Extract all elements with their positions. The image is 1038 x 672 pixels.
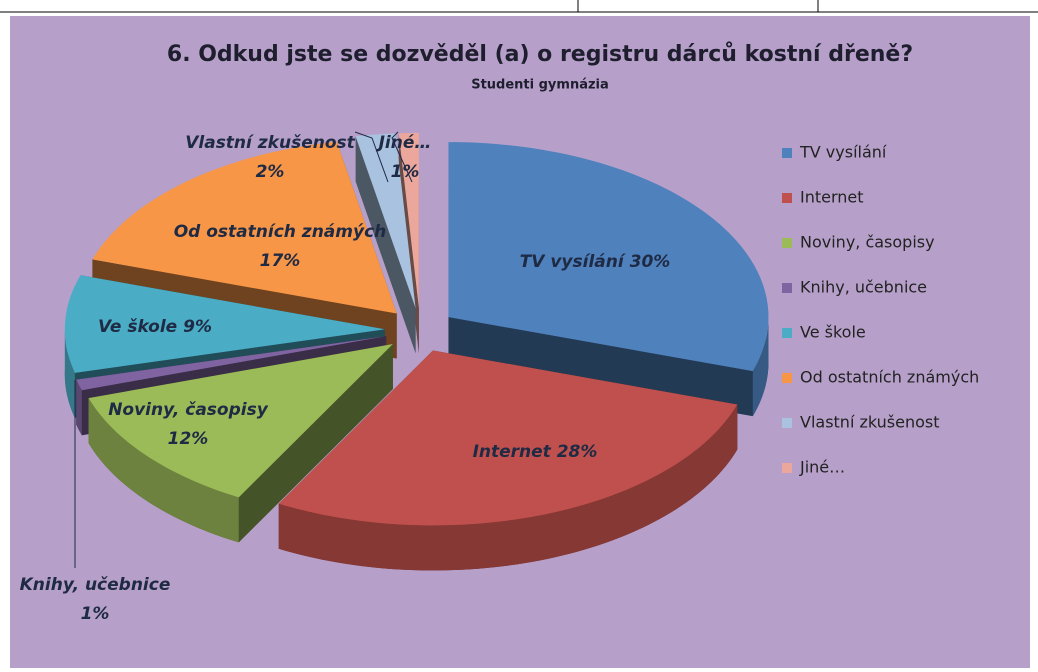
data-label-value: 28% (557, 442, 598, 462)
slice-top (355, 133, 416, 309)
slice-wall (278, 404, 738, 571)
slice-side (355, 136, 416, 354)
slice-top (92, 141, 397, 314)
legend-swatch (782, 148, 792, 158)
data-label-value: 12% (168, 429, 209, 449)
legend-label: TV vysílání (799, 143, 887, 162)
legend-label: Ve škole (800, 323, 866, 342)
legend-label: Internet (800, 188, 864, 207)
slice-side (448, 317, 753, 417)
labels: TV vysílání 30% Internet 28% Noviny, časop… (20, 133, 671, 624)
data-label-value: 1% (81, 604, 110, 624)
slice-top (64, 275, 385, 373)
slice-wall (76, 379, 82, 436)
slice-top (448, 142, 769, 372)
slice-wall (752, 317, 769, 417)
leader-line (391, 131, 413, 183)
slice (88, 344, 393, 543)
slice (278, 350, 738, 571)
data-label-value: 2% (256, 162, 285, 182)
data-label-name: Knihy, učebnice (20, 575, 171, 595)
pie (64, 133, 769, 571)
legend-swatch (782, 373, 792, 383)
data-label: Ve škole 9% (98, 317, 212, 337)
data-label-value: 30% (630, 252, 671, 272)
slice-top (398, 133, 419, 309)
legend-label: Vlastní zkušenost (800, 413, 940, 432)
slice-top (88, 344, 393, 498)
legend-swatch (782, 328, 792, 338)
legend: TV vysílání Internet Noviny, časopisy Knihy… (782, 143, 979, 477)
chart-subtitle: Studenti gymnázia (471, 78, 609, 93)
legend-swatch (782, 463, 792, 473)
slice-wall (88, 398, 239, 543)
data-label: TV vysílání 30% (520, 252, 671, 272)
legend-label: Jiné… (799, 458, 845, 477)
slice-top (76, 336, 387, 391)
data-label-value: 17% (260, 251, 301, 271)
legend-label: Od ostatních známých (800, 368, 979, 387)
legend-swatch (782, 238, 792, 248)
legend-label: Noviny, časopisy (800, 233, 935, 252)
leader-line (354, 131, 389, 183)
slice (448, 142, 769, 417)
data-label: Internet 28% (473, 442, 598, 462)
data-label-name: Noviny, časopisy (108, 400, 269, 420)
legend-swatch (782, 283, 792, 293)
slice (355, 133, 416, 354)
data-label-name: Vlastní zkušenost (185, 133, 355, 153)
data-label-name: Internet (473, 442, 552, 462)
legend-label: Knihy, učebnice (800, 278, 927, 297)
data-label-value: 1% (391, 162, 420, 182)
data-label-name: Od ostatních známých (174, 222, 387, 242)
legend-swatch (782, 193, 792, 203)
slice-top (278, 350, 738, 526)
chart-title: 6. Odkud jste se dozvěděl (a) o registru… (167, 42, 913, 67)
data-label-value: 9% (183, 317, 212, 337)
slice-wall (64, 329, 75, 418)
data-label-name: TV vysílání (520, 252, 626, 272)
data-label-name: Jiné… (376, 133, 432, 153)
legend-swatch (782, 418, 792, 428)
data-label-name: Ve škole (98, 317, 177, 337)
